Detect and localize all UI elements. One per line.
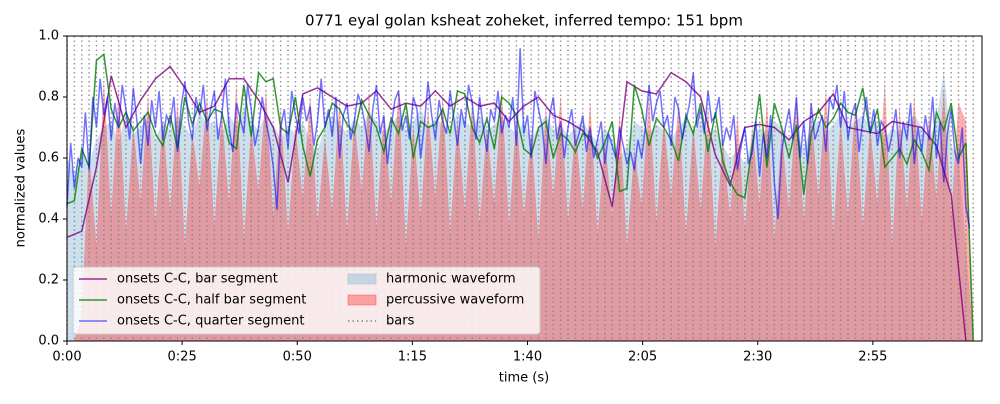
y-tick-label: 0.6	[38, 151, 59, 166]
y-tick-label: 0.8	[38, 90, 59, 105]
x-tick-label: 2:55	[858, 350, 887, 365]
chart-title: 0771 eyal golan ksheat zoheket, inferred…	[305, 12, 743, 30]
legend-swatch	[347, 294, 377, 306]
x-tick-label: 1:15	[398, 350, 427, 365]
legend-swatch	[347, 273, 377, 285]
x-axis-label: time (s)	[499, 371, 549, 386]
line	[66, 48, 971, 229]
y-tick-label: 0.2	[38, 273, 59, 288]
legend: onsets C-C, bar segment onsets C-C, half …	[72, 266, 541, 335]
x-tick-label: 0:00	[52, 350, 81, 365]
legend-label: onsets C-C, quarter segment	[117, 314, 304, 329]
legend-label: bars	[386, 314, 415, 329]
axes-frame	[66, 35, 983, 342]
legend-label: onsets C-C, bar segment	[117, 272, 278, 287]
y-tick-label: 0.0	[38, 334, 59, 349]
line	[66, 65, 967, 342]
x-tick-label: 2:05	[628, 350, 657, 365]
x-tick-label: 0:25	[168, 350, 197, 365]
x-tick-label: 1:40	[513, 350, 542, 365]
y-tick-label: 1.0	[38, 29, 59, 44]
x-tick-label: 2:30	[743, 350, 772, 365]
legend-box	[72, 266, 541, 335]
legend-label: percussive waveform	[386, 293, 524, 308]
legend-label: harmonic waveform	[386, 272, 516, 287]
y-axis-label: normalized values	[14, 128, 29, 247]
x-tick-label: 0:50	[283, 350, 312, 365]
y-tick-label: 0.4	[38, 212, 59, 227]
legend-label: onsets C-C, half bar segment	[117, 293, 306, 308]
